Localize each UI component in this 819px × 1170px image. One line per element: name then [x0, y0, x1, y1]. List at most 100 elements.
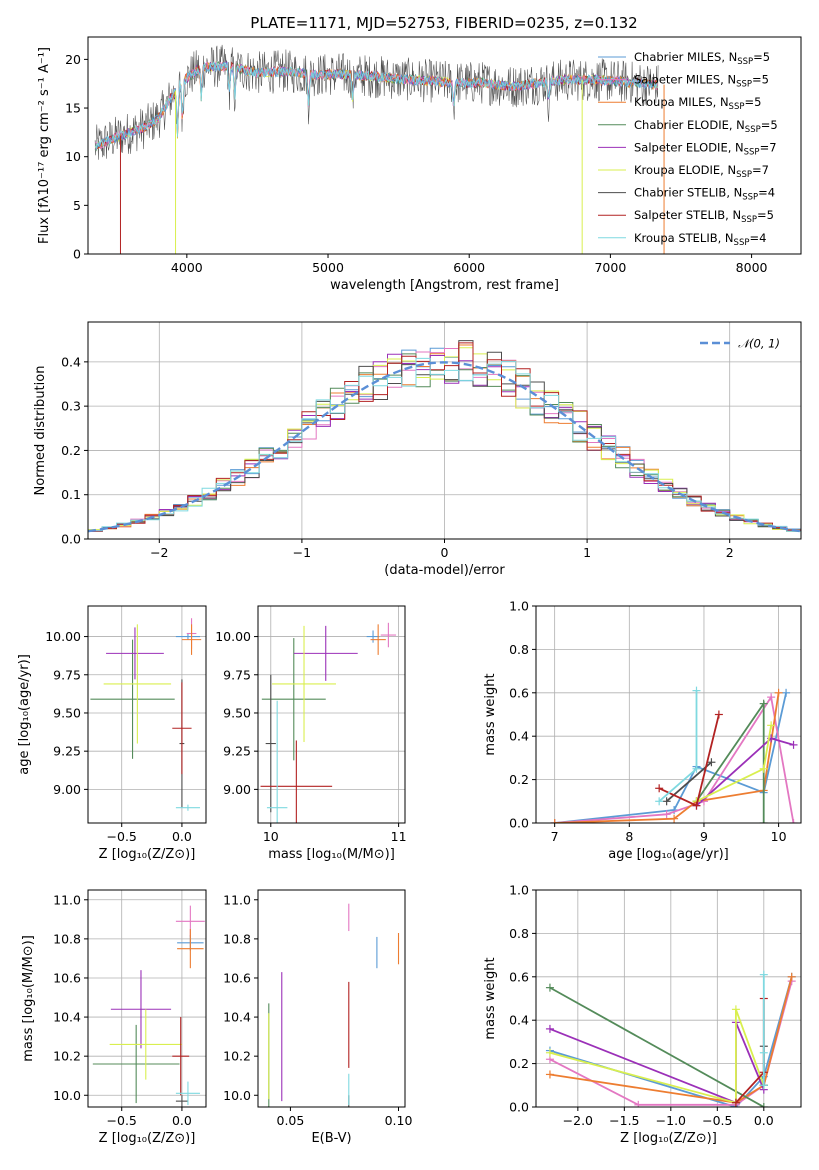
legend-label-main: Chabrier ELODIE, N: [634, 118, 745, 132]
weight-marker-salpeter_stelib: [655, 784, 664, 793]
y-axis-label: mass [log₁₀(M/M⊙)]: [21, 935, 36, 1062]
legend-label-main: Kroupa ELODIE, N: [634, 163, 736, 177]
weight_vs_age-panel: 7 8 9 10 0.0 0.2 0.4 0.6 0.8 1.0 age [log₁₀(age/yr…: [483, 599, 802, 862]
x-tick-label: −1.0: [656, 1113, 686, 1128]
y-tick-label: 10.4: [223, 1010, 251, 1025]
legend-label: Salpeter ELODIE, NSSP=7: [634, 140, 777, 157]
x-tick-label: 11: [391, 829, 407, 844]
y-tick-label: 0.0: [61, 532, 81, 547]
residuals-frame: [87, 321, 802, 540]
age_vs_z-plot-area: [90, 618, 202, 811]
age_vs_z-frame: [87, 605, 207, 824]
weight-line-kroupa_stelib: [658, 690, 698, 802]
x-tick-label: −1.5: [609, 1113, 639, 1128]
x-tick-label: 5000: [312, 260, 344, 275]
errorbar-kroupa_stelib: [175, 804, 200, 811]
legend-label-main: Salpeter ELODIE, N: [634, 140, 744, 154]
y-tick-label: 20: [65, 52, 81, 67]
x-tick-label: 4000: [171, 260, 203, 275]
y-axis-label: mass weight: [483, 957, 498, 1039]
x-tick-label: 0.10: [385, 1113, 413, 1128]
weight-marker-salpeter_miles: [634, 1100, 643, 1107]
age_vs_mass-plot-area: [260, 622, 397, 823]
x-tick-label: 8: [625, 829, 633, 844]
y-axis-label: Flux [fλ10⁻¹⁷ erg cm⁻² s⁻¹ A⁻¹]: [37, 47, 52, 244]
weight-marker-salpeter_miles: [767, 693, 776, 702]
y-tick-label: 0.0: [509, 1100, 529, 1115]
legend-label-sub: SSP: [729, 102, 745, 112]
errorbar-salpeter_miles: [380, 622, 397, 648]
legend-label-tail: =5: [744, 95, 761, 109]
y-tick-label: 5: [73, 198, 81, 213]
legend-label: Chabrier STELIB, NSSP=4: [634, 186, 775, 203]
weight-marker-kroupa_stelib: [655, 797, 664, 806]
x-axis-label: (data-model)/error: [384, 563, 505, 578]
x-axis-label: mass [log₁₀(M/M⊙)]: [268, 847, 395, 862]
x-tick-label: 0.0: [754, 1113, 774, 1128]
weight-marker-chabrier_stelib: [662, 797, 671, 806]
weight-marker-salpeter_stelib: [731, 1098, 740, 1107]
weight-marker-salpeter_elodie: [789, 740, 798, 749]
x-tick-label: −2: [150, 545, 168, 560]
y-tick-label: 0.4: [509, 1013, 529, 1028]
legend-label-tail: =5: [752, 73, 769, 87]
spectrum-line-chabrier_stelib: [94, 44, 659, 160]
chart-title: PLATE=1171, MJD=52753, FIBERID=0235, z=0…: [250, 14, 637, 32]
weight-marker-kroupa_elodie: [759, 764, 768, 773]
y-tick-label: 0.8: [509, 642, 529, 657]
x-tick-label: −2.0: [563, 1113, 593, 1128]
y-tick-label: 0.6: [509, 969, 529, 984]
errorbar-chabrier_elodie: [92, 1024, 180, 1104]
errorbar-salpeter_stelib: [172, 682, 192, 775]
x-axis-label: Z [log₁₀(Z/Z⊙)]: [99, 847, 196, 862]
weight-marker-salpeter_stelib: [692, 801, 701, 810]
legend-label-main: Salpeter STELIB, N: [634, 208, 741, 222]
x-tick-label: −0.5: [107, 829, 137, 844]
y-tick-label: 9.75: [53, 667, 81, 682]
residuals-plot-area: [88, 340, 801, 533]
weight-line-chabrier_miles: [549, 976, 793, 1107]
weight_vs_z-plot-area: [545, 970, 796, 1107]
weight-marker-kroupa_miles: [545, 1070, 554, 1079]
weight-marker-kroupa_stelib: [759, 1081, 768, 1090]
errorbar-kroupa_miles: [177, 929, 204, 969]
errorbar-salpeter_elodie: [293, 625, 358, 681]
spectrum-plot-area: [94, 44, 665, 254]
legend-label-main: Kroupa STELIB, N: [634, 231, 734, 245]
legend-label-tail: =5: [757, 208, 774, 222]
legend-label-sub: SSP: [745, 125, 761, 135]
weight-marker-kroupa_miles: [670, 814, 679, 823]
spectrum-legend: Chabrier MILES, NSSP=5 Salpeter MILES, N S…: [598, 50, 778, 248]
x-tick-label: 0.0: [172, 1113, 192, 1128]
weight-line-salpeter_miles: [554, 694, 795, 823]
y-tick-label: 9.50: [223, 705, 251, 720]
errorbar-kroupa_stelib: [175, 1081, 200, 1106]
legend-label-main: Chabrier STELIB, N: [634, 186, 742, 200]
x-tick-label: 7000: [594, 260, 626, 275]
weight-marker-chabrier_miles: [782, 688, 791, 697]
legend-label: Chabrier MILES, NSSP=5: [634, 50, 770, 67]
y-tick-label: 0.2: [509, 772, 529, 787]
y-tick-label: 0.2: [61, 443, 81, 458]
weight-line-chabrier_elodie: [549, 986, 765, 1107]
x-tick-label: 0.0: [172, 829, 192, 844]
y-tick-label: 0.1: [61, 487, 81, 502]
mass_vs_z-panel: −0.5 0.0 10.0 10.2 10.4 10.6 10.8 11.0 Z [log₁₀(…: [21, 889, 207, 1146]
x-tick-label: 0: [441, 545, 449, 560]
weight-line-chabrier_miles: [554, 692, 787, 823]
legend-label-main: Salpeter MILES, N: [634, 73, 736, 87]
weight-marker-kroupa_elodie: [545, 1048, 554, 1057]
weight_vs_age-plot-area: [550, 686, 798, 823]
spectrum-panel: 4000 5000 6000 7000 8000 0 5 10 15 20 PLATE=1171, …: [37, 14, 802, 293]
weight_vs_z-panel: −2.0 −1.5 −1.0 −0.5 0.0 0.0 0.2 0.4 0.6 0.8 1.0 Z […: [483, 883, 802, 1146]
errorbar-chabrier_miles: [175, 633, 200, 640]
y-tick-label: 0.3: [61, 399, 81, 414]
errorbar-chabrier_elodie: [90, 639, 175, 759]
legend-label: Salpeter STELIB, NSSP=5: [634, 208, 774, 225]
legend-label-tail: =4: [758, 186, 775, 200]
errorbar-kroupa_elodie: [272, 625, 336, 743]
spectrum-frame: [87, 36, 802, 255]
mass_vs_z-plot-area: [92, 905, 205, 1107]
y-tick-label: 10.0: [53, 1088, 81, 1103]
errorbar-kroupa_stelib: [266, 700, 288, 823]
